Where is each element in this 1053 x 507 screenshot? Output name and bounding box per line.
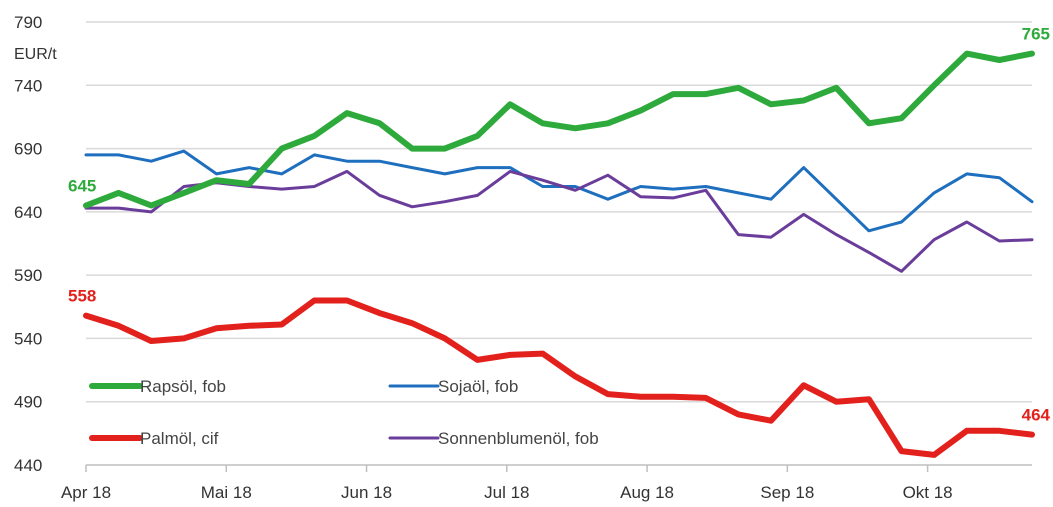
legend-label: Palmöl, cif xyxy=(140,429,219,448)
series-line-3 xyxy=(84,169,1034,273)
x-tick-label: Jul 18 xyxy=(484,483,529,502)
value-annotation: 464 xyxy=(1022,406,1051,425)
series-line-2 xyxy=(83,297,1035,458)
y-tick-label: 690 xyxy=(14,140,42,159)
y-axis-unit: EUR/t xyxy=(14,46,57,63)
x-tick-label: Okt 18 xyxy=(903,483,953,502)
y-tick-label: 590 xyxy=(14,266,42,285)
y-tick-label: 740 xyxy=(14,76,42,95)
legend: Rapsöl, fob Sojaöl, fob Palmöl, cif Sonnenb… xyxy=(89,377,599,448)
x-tick-label: Apr 18 xyxy=(61,483,111,502)
y-tick-label: 790 xyxy=(14,13,42,32)
axes: 440 490 540 590 640 690 740 790 Apr 18 Mai 18 Jun … xyxy=(14,13,1032,502)
series-line-0 xyxy=(83,50,1035,209)
y-tick-label: 490 xyxy=(14,393,42,412)
x-tick-label: Jun 18 xyxy=(341,483,392,502)
annotations: 645 765 558 464 xyxy=(68,25,1051,425)
gridlines xyxy=(86,21,1032,403)
x-tick-label: Mai 18 xyxy=(201,483,252,502)
legend-label: Sojaöl, fob xyxy=(438,377,518,396)
legend-label: Sonnenblumenöl, fob xyxy=(438,429,599,448)
value-annotation: 558 xyxy=(68,287,96,306)
legend-label: Rapsöl, fob xyxy=(140,377,226,396)
value-annotation: 645 xyxy=(68,177,96,196)
x-tick-label: Sep 18 xyxy=(760,483,814,502)
series-line-1 xyxy=(84,149,1034,233)
y-tick-label: 640 xyxy=(14,203,42,222)
y-tick-label: 440 xyxy=(14,456,42,475)
x-tick-label: Aug 18 xyxy=(620,483,674,502)
series-lines xyxy=(83,50,1035,458)
y-tick-label: 540 xyxy=(14,329,42,348)
value-annotation: 765 xyxy=(1022,25,1050,44)
